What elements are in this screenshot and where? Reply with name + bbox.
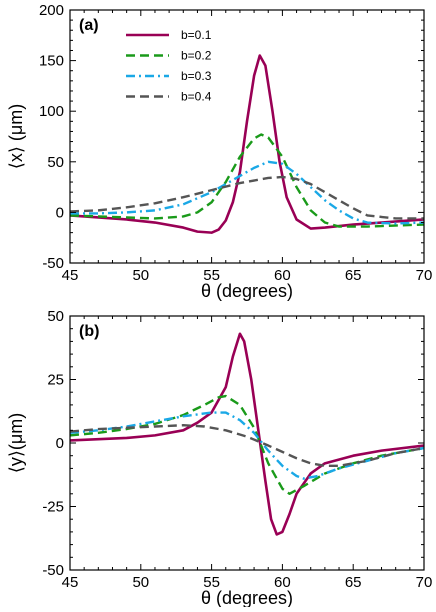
y-tick-label: 200	[39, 2, 64, 19]
y-tick-label: 0	[56, 435, 64, 452]
y-tick-label: 150	[39, 53, 64, 70]
legend-label: b=0.4	[181, 90, 212, 104]
x-tick-label: 50	[132, 574, 149, 591]
y-tick-label: 50	[47, 154, 64, 171]
y-axis-title: ⟨x⟩ (μm)	[6, 104, 26, 169]
x-tick-label: 65	[345, 267, 362, 284]
series-line-b-0-1	[70, 332, 424, 536]
series-line-b-0-1	[70, 54, 424, 234]
series-line-b-0-4	[70, 175, 424, 220]
x-tick-label: 50	[132, 267, 149, 284]
legend-label: b=0.1	[181, 28, 212, 42]
y-tick-label: 0	[56, 204, 64, 221]
x-tick-label: 60	[274, 267, 291, 284]
y-axis-title: ⟨y⟩(μm)	[6, 413, 26, 473]
x-tick-label: 70	[416, 574, 433, 591]
series-line-b-0-3	[70, 160, 424, 225]
x-tick-label: 45	[62, 267, 79, 284]
panel-label: (a)	[79, 17, 99, 34]
x-tick-label: 60	[274, 574, 291, 591]
series-line-b-0-2	[70, 133, 424, 228]
x-axis-title: θ (degrees)	[201, 281, 293, 301]
x-tick-label: 65	[345, 574, 362, 591]
series-line-b-0-2	[70, 394, 424, 495]
x-tick-label: 70	[416, 267, 433, 284]
x-tick-label: 45	[62, 574, 79, 591]
y-tick-label: 100	[39, 103, 64, 120]
y-tick-label: 50	[47, 308, 64, 325]
y-tick-label: 25	[47, 372, 64, 389]
x-tick-label: 55	[203, 267, 220, 284]
legend-label: b=0.3	[181, 69, 212, 83]
panel-label: (b)	[79, 323, 99, 340]
legend: b=0.1 b=0.2 b=0.3 b=0.4	[126, 28, 212, 104]
plot-frame	[69, 9, 425, 264]
panel-a: 45 50 55 60 65 70 -50 0 50 100 150 200 θ (degrees) ⟨x…	[6, 2, 432, 301]
y-tick-label: -50	[42, 255, 64, 272]
x-axis-title: θ (degrees)	[201, 588, 293, 607]
panel-b: 45 50 55 60 65 70 -50 -25 0 25 50 θ (degrees) ⟨y⟩(μm…	[6, 308, 433, 608]
legend-label: b=0.2	[181, 49, 212, 63]
series-line-b-0-3	[70, 411, 424, 480]
series-line-b-0-4	[70, 424, 424, 468]
y-tick-label: -25	[42, 499, 64, 516]
y-tick-label: -50	[42, 562, 64, 579]
x-tick-label: 55	[203, 574, 220, 591]
